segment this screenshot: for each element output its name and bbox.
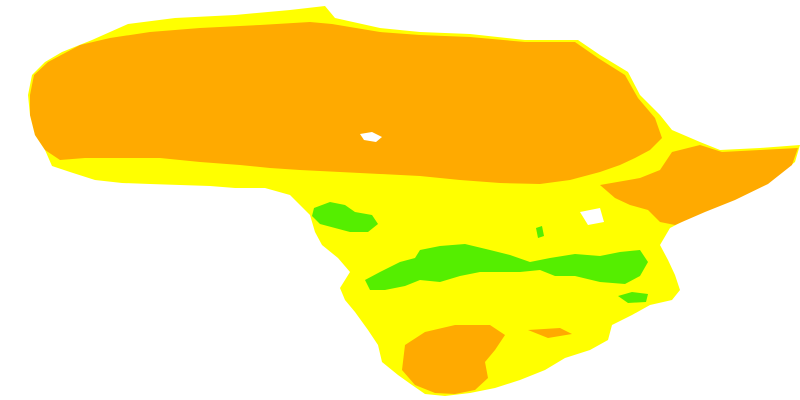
green-zone-belt: [365, 244, 648, 290]
orange-zone-south: [402, 325, 505, 394]
green-zone-fleck: [536, 226, 544, 238]
gap-sahara: [360, 132, 382, 142]
green-zone-southeast: [618, 292, 648, 303]
orange-zone-horn: [600, 145, 798, 225]
orange-zone-north: [30, 22, 662, 184]
green-zone-west: [312, 202, 378, 232]
gap-east: [580, 208, 604, 225]
orange-zone-fleck: [528, 328, 572, 338]
